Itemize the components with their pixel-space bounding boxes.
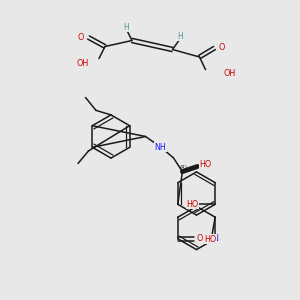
Text: O: O	[219, 44, 225, 52]
Text: (R): (R)	[180, 165, 188, 170]
Text: HO: HO	[187, 200, 199, 209]
Text: H: H	[123, 22, 129, 32]
Text: HO: HO	[200, 160, 212, 169]
Text: H: H	[177, 32, 183, 41]
Text: NH: NH	[154, 142, 166, 152]
Text: O: O	[196, 234, 203, 243]
Text: O: O	[78, 33, 84, 42]
Text: OH: OH	[76, 58, 88, 68]
Text: N: N	[212, 234, 218, 243]
Text: OH: OH	[224, 69, 236, 78]
Text: HO: HO	[205, 235, 217, 244]
